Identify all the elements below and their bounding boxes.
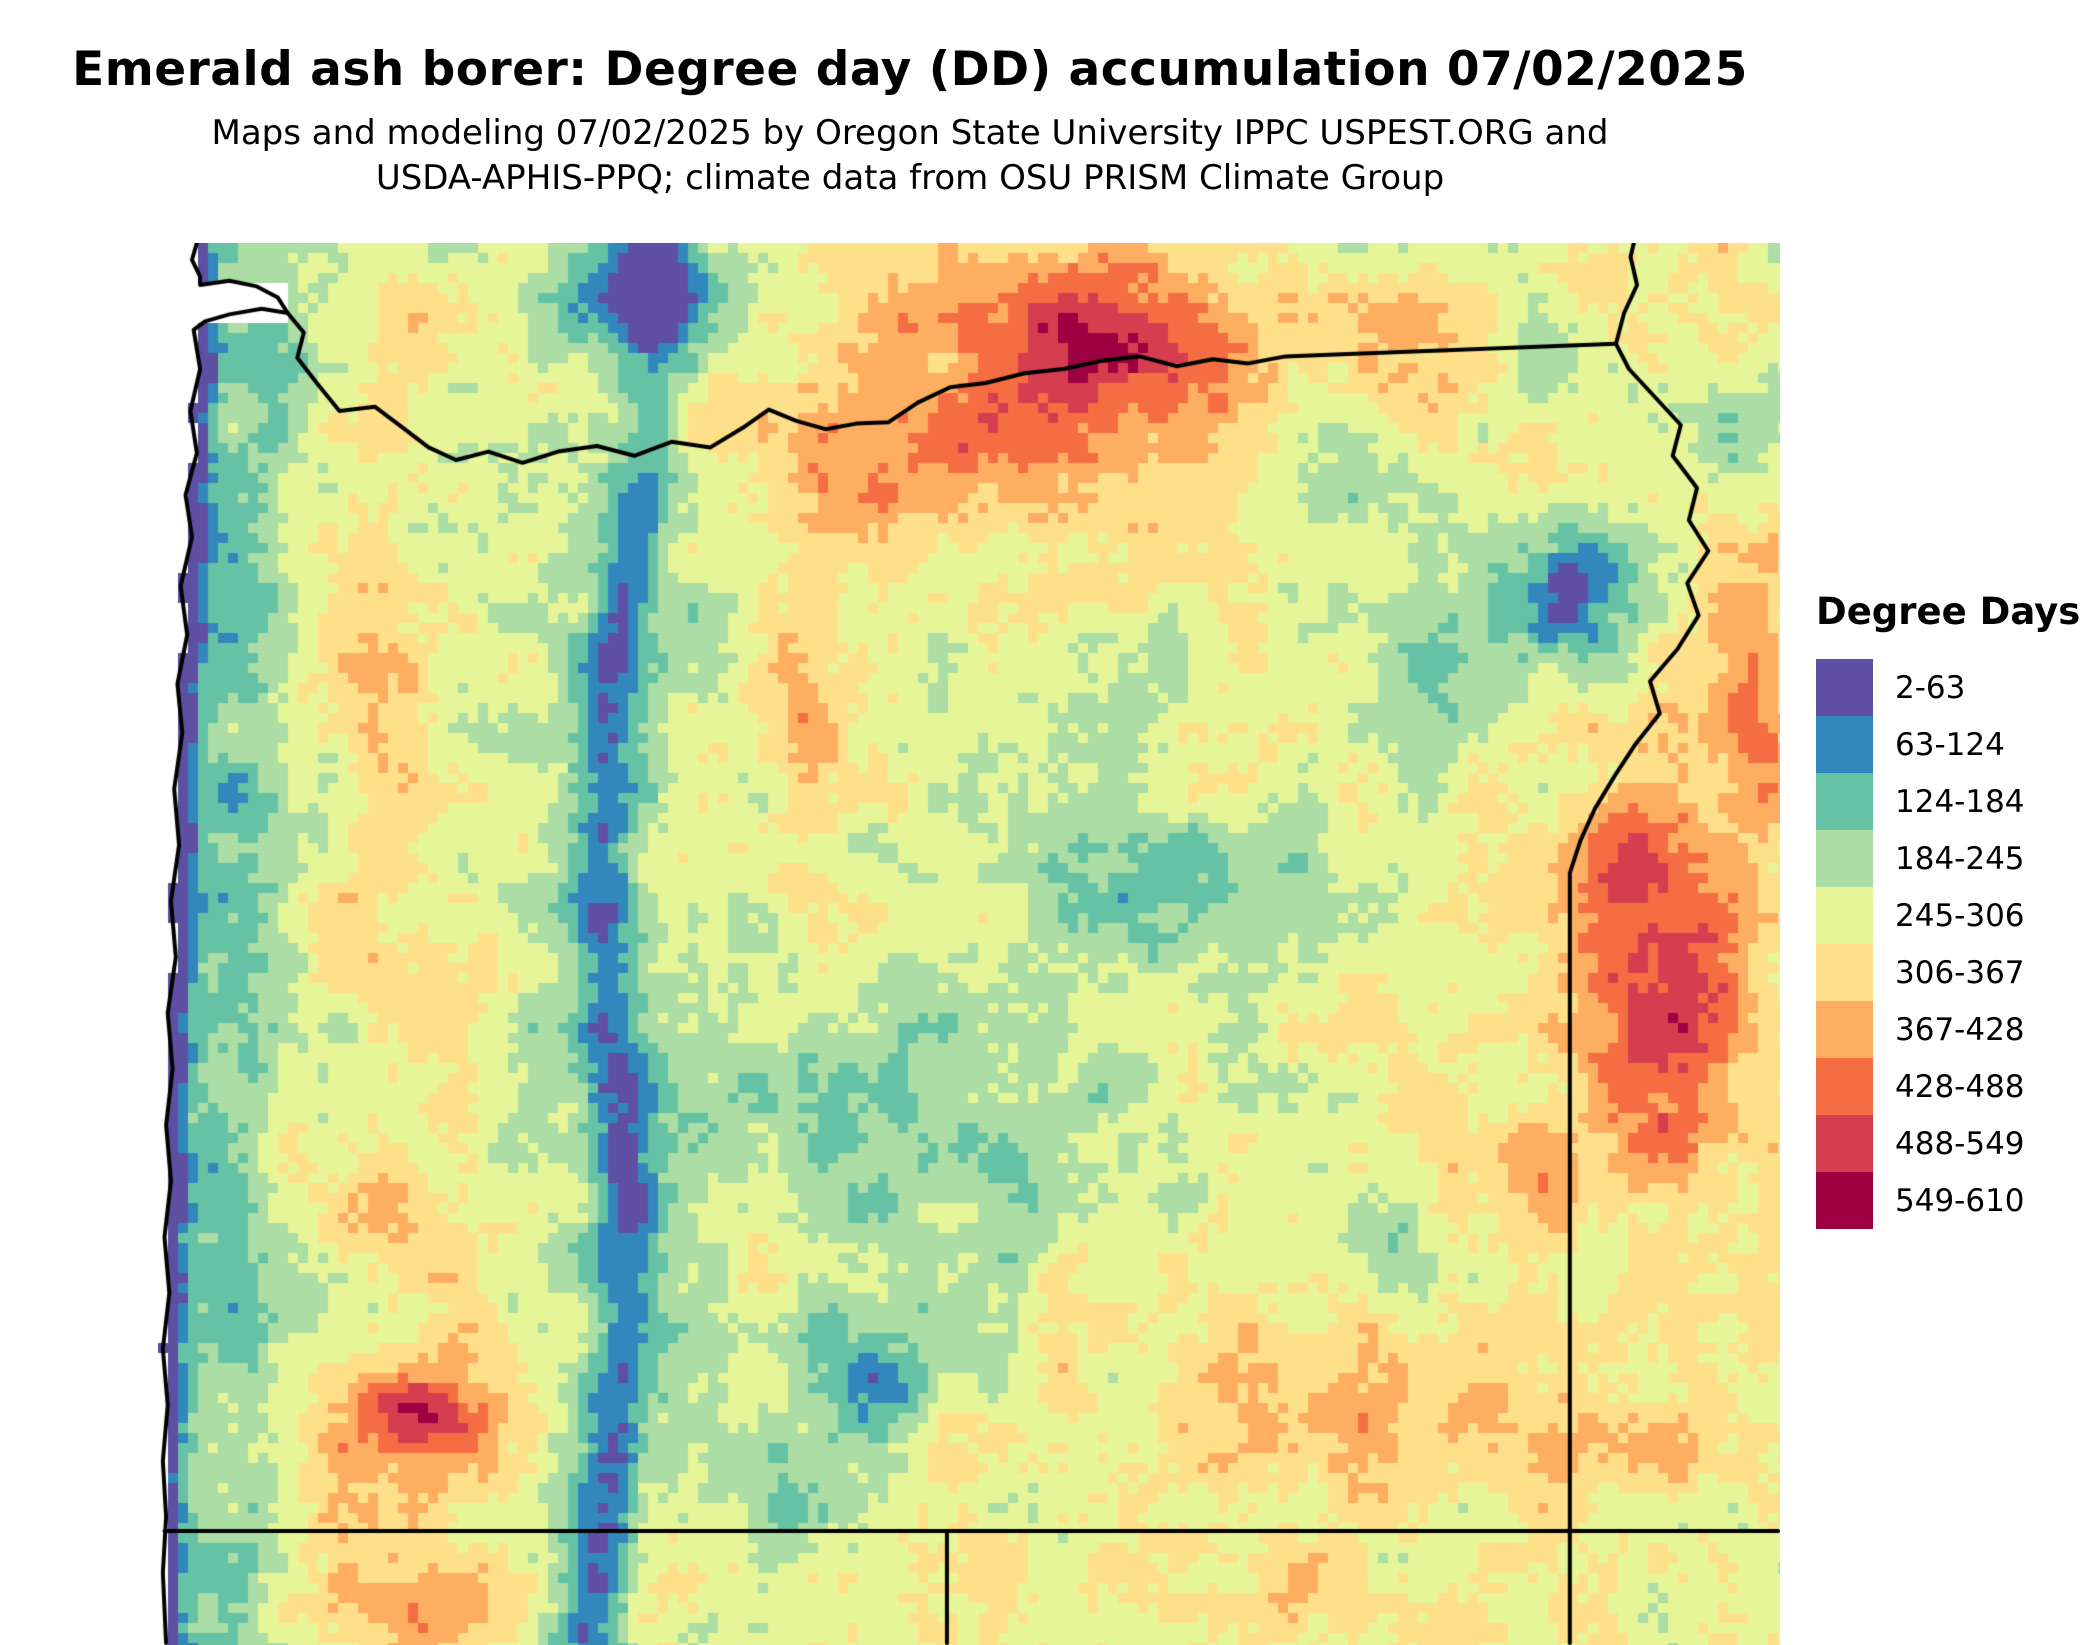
- legend-row: 367-428: [1816, 1001, 2080, 1058]
- legend-row: 428-488: [1816, 1058, 2080, 1115]
- map-subtitle-line2: USDA-APHIS-PPQ; climate data from OSU PR…: [375, 157, 1445, 198]
- legend-label: 124-184: [1895, 783, 2025, 820]
- legend-swatch: [1816, 830, 1873, 887]
- legend-label: 428-488: [1895, 1068, 2025, 1105]
- legend-label: 245-306: [1895, 897, 2025, 934]
- legend-swatch: [1816, 773, 1873, 830]
- legend-title: Degree Days: [1816, 590, 2081, 633]
- legend-swatch: [1816, 1115, 1873, 1172]
- legend-label: 63-124: [1895, 726, 2005, 763]
- legend-row: 184-245: [1816, 830, 2080, 887]
- legend-swatch: [1816, 1001, 1873, 1058]
- legend-label: 2-63: [1895, 669, 1966, 706]
- legend-label: 488-549: [1895, 1125, 2025, 1162]
- degree-day-raster-map: [158, 243, 1780, 1645]
- legend-swatch: [1816, 944, 1873, 1001]
- map-subtitle-line1: Maps and modeling 07/02/2025 by Oregon S…: [211, 113, 1609, 153]
- legend: Degree Days 2-63 63-124 124-184 184-245 245-…: [1816, 590, 2080, 1229]
- legend-label: 306-367: [1895, 954, 2025, 991]
- legend-swatch: [1816, 716, 1873, 773]
- map-title: Emerald ash borer: Degree day (DD) accum…: [72, 42, 1748, 97]
- legend-row: 2-63: [1816, 659, 2080, 716]
- legend-swatch: [1816, 1172, 1873, 1229]
- legend-swatch: [1816, 659, 1873, 716]
- legend-swatch: [1816, 887, 1873, 944]
- header: Emerald ash borer: Degree day (DD) accum…: [0, 42, 1820, 201]
- map-subtitle: Maps and modeling 07/02/2025 by Oregon S…: [0, 111, 1820, 201]
- legend-row: 488-549: [1816, 1115, 2080, 1172]
- legend-label: 184-245: [1895, 840, 2025, 877]
- legend-swatch: [1816, 1058, 1873, 1115]
- legend-row: 63-124: [1816, 716, 2080, 773]
- legend-label: 367-428: [1895, 1011, 2025, 1048]
- legend-row: 306-367: [1816, 944, 2080, 1001]
- legend-row: 549-610: [1816, 1172, 2080, 1229]
- legend-row: 245-306: [1816, 887, 2080, 944]
- legend-rows: 2-63 63-124 124-184 184-245 245-306 306-367 36…: [1816, 659, 2080, 1229]
- legend-row: 124-184: [1816, 773, 2080, 830]
- legend-label: 549-610: [1895, 1182, 2025, 1219]
- map-area: [158, 243, 1780, 1645]
